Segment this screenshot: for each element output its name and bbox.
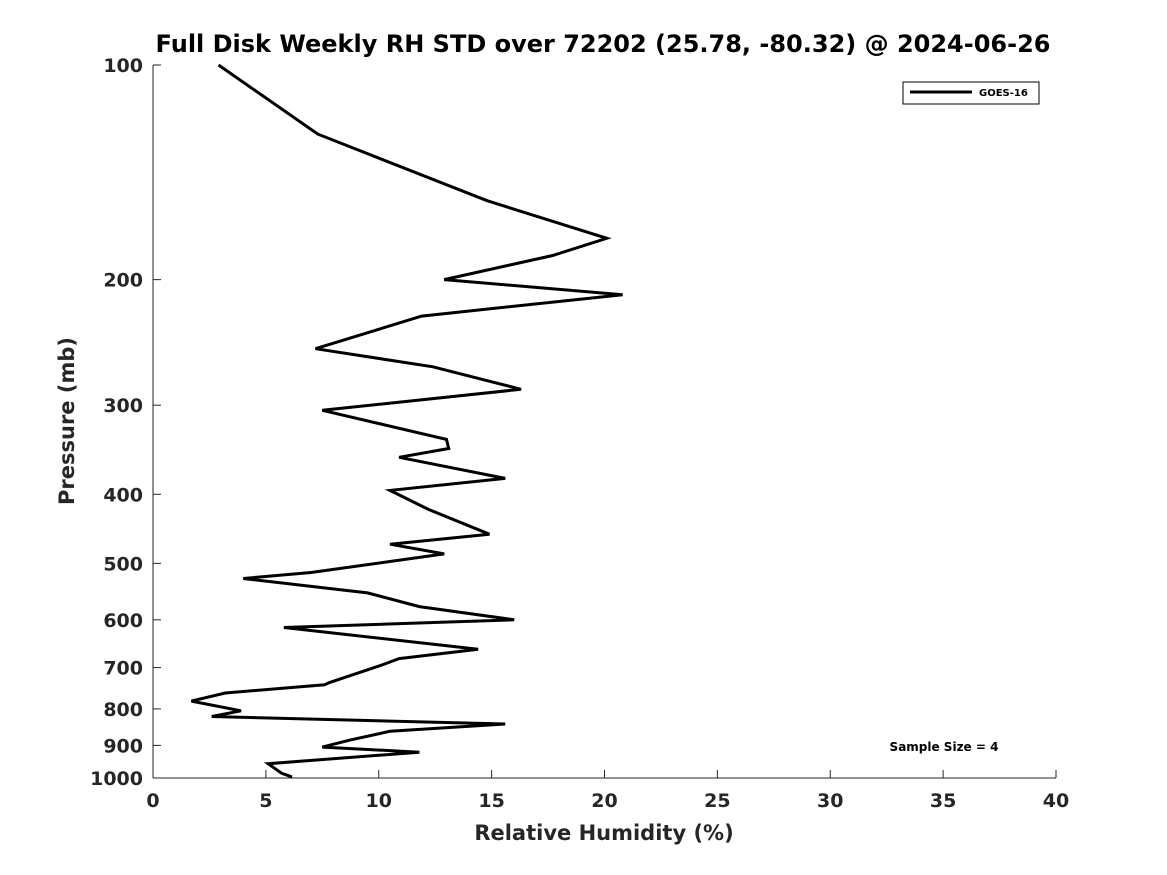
x-axis-label: Relative Humidity (%) bbox=[474, 821, 733, 845]
x-tick-label: 10 bbox=[366, 790, 392, 812]
x-tick-label: 15 bbox=[478, 790, 504, 812]
y-tick-label: 300 bbox=[103, 395, 143, 417]
x-tick-label: 0 bbox=[146, 790, 159, 812]
x-tick-label: 35 bbox=[930, 790, 956, 812]
x-tick-label: 30 bbox=[817, 790, 843, 812]
y-tick-label: 100 bbox=[103, 55, 143, 77]
x-tick-label: 40 bbox=[1043, 790, 1069, 812]
y-tick-label: 200 bbox=[103, 270, 143, 292]
y-tick-label: 600 bbox=[103, 610, 143, 632]
x-tick-label: 25 bbox=[704, 790, 730, 812]
y-axis-label: Pressure (mb) bbox=[55, 337, 79, 505]
y-ticks: 100 200 300 400 500 600 700 800 900 1000 bbox=[90, 55, 161, 790]
legend: GOES-16 bbox=[902, 81, 1040, 105]
y-tick-label: 500 bbox=[103, 553, 143, 575]
x-tick-label: 20 bbox=[591, 790, 617, 812]
series-layer bbox=[191, 63, 623, 779]
legend-label-goes-16: GOES-16 bbox=[979, 88, 1028, 99]
y-tick-label: 700 bbox=[103, 658, 143, 680]
y-tick-label: 800 bbox=[103, 699, 143, 721]
chart-title: Full Disk Weekly RH STD over 72202 (25.7… bbox=[156, 30, 1051, 58]
x-ticks: 0 5 10 15 20 25 30 35 40 bbox=[146, 770, 1069, 812]
y-tick-label: 1000 bbox=[90, 768, 143, 790]
y-tick-label: 400 bbox=[103, 484, 143, 506]
y-tick-label: 900 bbox=[103, 735, 143, 757]
x-tick-label: 5 bbox=[259, 790, 272, 812]
sample-size-annotation: Sample Size = 4 bbox=[890, 740, 999, 754]
series-line-goes-16 bbox=[191, 63, 623, 778]
